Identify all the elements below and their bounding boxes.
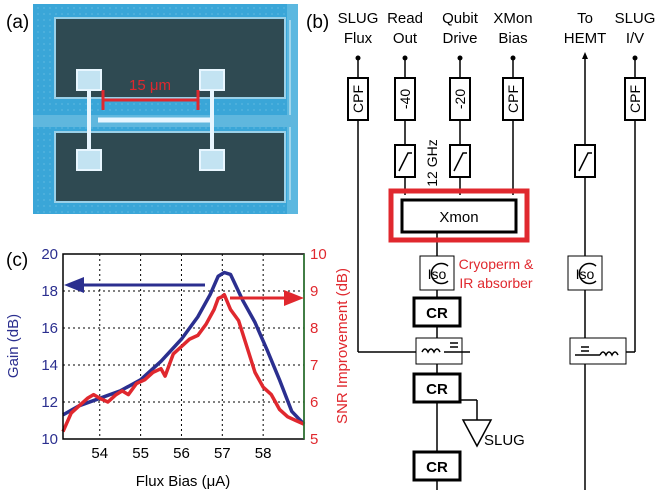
y-tick-labels: 10 12 14 16 18 20 <box>41 246 58 448</box>
header-slug-iv-2: I/V <box>626 30 644 47</box>
shield-label-2: IR absorber <box>459 275 532 291</box>
header-readout-2: Out <box>393 30 418 47</box>
y2-axis-label: SNR Improvement (dB) <box>334 268 351 424</box>
y-tick-label: 16 <box>41 320 58 337</box>
isolator-hemt-label: Iso <box>576 266 595 282</box>
header-qubit-drive-1: Qubit <box>442 10 479 27</box>
cr-label-3: CR <box>426 459 448 476</box>
cr-label-1: CR <box>426 305 448 322</box>
header-readout-1: Read <box>387 10 423 27</box>
filter-slug-flux-label: CPF <box>350 85 366 113</box>
y-axis-label: Gain (dB) <box>5 314 22 378</box>
lower-ground-pad <box>54 131 286 203</box>
filter-slug-flux <box>347 77 369 121</box>
x-axis-label: Flux Bias (μA) <box>136 473 231 490</box>
x-tick-label: 56 <box>173 445 190 462</box>
cryoperm-shield <box>388 188 530 243</box>
atten-qubit-drive <box>449 77 471 121</box>
y-tick-label: 14 <box>41 357 58 374</box>
snr-series-line <box>61 292 305 433</box>
y-tick-label: 18 <box>41 283 58 300</box>
filter-slug-iv <box>624 77 646 121</box>
header-slug-iv-1: SLUG <box>615 10 656 27</box>
isolator-hemt: Iso <box>567 255 603 291</box>
isolator-readout-label: Iso <box>428 266 447 282</box>
x-tick-label: 54 <box>91 445 108 462</box>
cr-label-2: CR <box>426 381 448 398</box>
x-tick-label: 55 <box>132 445 149 462</box>
atten-qubit-drive-label: -20 <box>452 89 468 109</box>
shield-label-1: Cryoperm & <box>459 256 534 272</box>
lowpass-hemt <box>574 144 596 178</box>
header-xmon-bias-2: Bias <box>498 30 527 47</box>
cr-box-1 <box>412 296 462 328</box>
y2-tick-label: 6 <box>310 394 318 411</box>
filter-xmon-bias-label: CPF <box>505 85 521 113</box>
y2-tick-label: 8 <box>310 320 318 337</box>
snr-arrow-icon <box>230 290 304 306</box>
gain-arrow-icon <box>64 277 205 293</box>
chart-series <box>61 270 306 433</box>
y-tick-label: 10 <box>41 431 58 448</box>
x-tick-labels: 54 55 56 57 58 <box>91 445 271 462</box>
y2-tick-label: 9 <box>310 283 318 300</box>
y-tick-label: 12 <box>41 394 58 411</box>
atten-readout <box>394 77 416 121</box>
y-tick-label: 20 <box>41 246 58 263</box>
slug-amplifier-icon <box>461 419 493 448</box>
filter-slug-iv-label: CPF <box>627 85 643 113</box>
slug-label: SLUG <box>484 432 525 449</box>
panel-a-label: (a) <box>6 12 29 33</box>
atten-readout-label: -40 <box>397 89 413 109</box>
panel-b: (b) SLUG Flux Read Out Qubit Drive XMon … <box>306 10 655 490</box>
cr-box-3 <box>412 450 462 482</box>
hemt-arrow-icon <box>582 52 588 59</box>
bias-tee-right <box>569 337 627 365</box>
panel-a: (a) 15 μm <box>6 4 298 214</box>
y2-tick-label: 10 <box>310 246 327 263</box>
scale-bar-label: 15 μm <box>129 77 171 94</box>
xmon-box <box>400 198 518 234</box>
panel-c-label: (c) <box>6 250 28 271</box>
gain-series-line <box>62 270 306 426</box>
header-slug-flux-1: SLUG <box>338 10 379 27</box>
y2-tick-labels: 5 6 7 8 9 10 <box>310 246 327 448</box>
ghz-label: 12 GHz <box>424 139 440 186</box>
header-to-hemt-2: HEMT <box>564 30 607 47</box>
y2-tick-label: 7 <box>310 357 318 374</box>
y2-tick-label: 5 <box>310 431 318 448</box>
isolator-readout: Iso <box>419 255 455 291</box>
scale-bar: 15 μm <box>101 77 200 110</box>
bias-tee-left <box>415 337 463 365</box>
header-to-hemt-1: To <box>577 10 593 27</box>
lowpass-readout <box>394 144 416 178</box>
header-slug-flux-2: Flux <box>344 30 373 47</box>
header-qubit-drive-2: Drive <box>442 30 477 47</box>
x-tick-label: 58 <box>255 445 272 462</box>
x-tick-label: 57 <box>214 445 231 462</box>
panel-b-label: (b) <box>306 12 329 33</box>
filter-xmon-bias <box>502 77 524 121</box>
lowpass-qubit <box>449 144 471 178</box>
header-xmon-bias-1: XMon <box>493 10 532 27</box>
xmon-label: Xmon <box>439 209 478 226</box>
cr-box-2 <box>412 372 462 404</box>
